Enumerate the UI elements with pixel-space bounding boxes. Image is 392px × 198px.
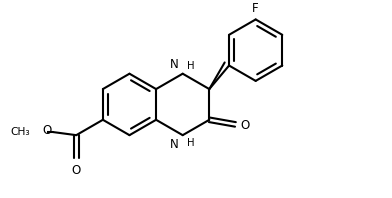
- Text: H: H: [187, 61, 195, 71]
- Text: O: O: [42, 124, 52, 137]
- Text: N: N: [170, 58, 179, 71]
- Text: CH₃: CH₃: [11, 127, 30, 137]
- Text: F: F: [252, 2, 259, 15]
- Text: O: O: [72, 164, 81, 177]
- Text: N: N: [170, 138, 179, 151]
- Text: O: O: [240, 119, 249, 132]
- Text: H: H: [187, 138, 195, 148]
